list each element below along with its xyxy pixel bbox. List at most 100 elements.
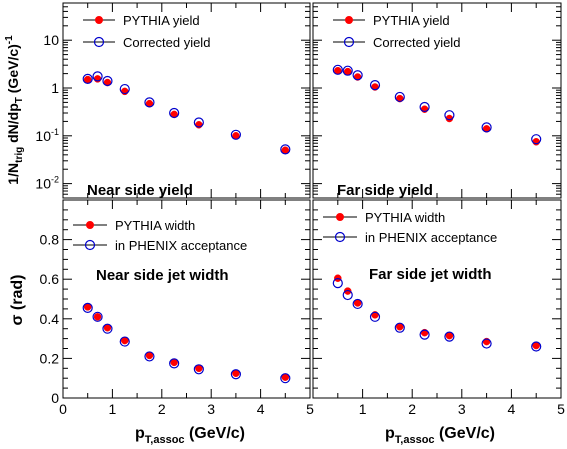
legend-marker-corrected: [93, 36, 105, 48]
legend-marker-corrected: [343, 36, 355, 48]
legend-marker-corrected: [334, 231, 346, 243]
y-tick-label: 10: [43, 32, 59, 48]
marker-corrected: [280, 144, 291, 155]
x-axis-title-left: pT,assoc (GeV/c): [135, 425, 245, 446]
marker-corrected: [352, 298, 363, 310]
y-title-top-sub1: trig: [14, 147, 25, 163]
x-tick-label: 5: [557, 401, 565, 417]
marker-corrected: [369, 311, 381, 322]
x-title-left-unit: (GeV/c): [185, 425, 245, 442]
panel-top-right: PYTHIA yield Corrected yield Far side yiel…: [312, 2, 562, 199]
y-tick-label-base: 10: [35, 176, 51, 192]
panel-bottom-left: 0 0.2 0.4 0.6 0.8 0 1 2 3 4 5 PYTHIA width in PHENIX…: [40, 199, 314, 417]
y-tick-label-base: 10: [43, 32, 59, 48]
marker-corrected: [332, 64, 343, 75]
marker-corrected: [230, 129, 241, 140]
marker-corrected: [102, 75, 113, 87]
legend-label: PYTHIA yield: [123, 13, 200, 28]
legend-label: in PHENIX acceptance: [115, 238, 247, 253]
panel-frame: [62, 2, 311, 199]
marker-corrected: [119, 336, 130, 347]
y-title-top-sub2: T: [14, 97, 25, 103]
marker-corrected: [169, 358, 180, 369]
y-title-top-sup: -1: [4, 35, 15, 44]
marker-corrected: [193, 364, 204, 375]
marker-corrected: [352, 70, 363, 81]
marker-corrected: [280, 373, 291, 384]
x-title-right-sub: T,assoc: [395, 434, 435, 446]
panel-bottom-right: 1 2 3 4 5 PYTHIA width in PHENIX acceptance Far…: [312, 199, 565, 417]
x-title-right-unit: (GeV/c): [435, 425, 495, 442]
x-title-left-main: p: [135, 425, 145, 442]
y-tick-label: 10-1: [35, 127, 59, 144]
panel-annotation: Near side yield: [87, 182, 193, 199]
marker-corrected: [119, 83, 130, 95]
y-tick-label: 0.8: [40, 232, 60, 248]
marker-corrected: [531, 134, 542, 145]
marker-corrected: [394, 91, 405, 103]
marker-corrected: [419, 329, 430, 340]
y-tick-label: 0.6: [40, 271, 60, 287]
legend-label: Corrected yield: [123, 35, 210, 50]
x-tick-label: 3: [458, 401, 466, 417]
marker-pythia: [371, 83, 379, 91]
y-tick-label: 0.4: [40, 311, 60, 327]
marker-corrected: [193, 117, 204, 128]
marker-corrected: [394, 322, 405, 333]
y-title-top-unit: (GeV/c): [5, 44, 21, 97]
x-tick-label: 5: [306, 401, 314, 417]
legend-label: PYTHIA yield: [373, 13, 450, 28]
legend-marker-pythia: [345, 16, 353, 24]
panel-frame: [312, 2, 562, 199]
legend-marker-pythia: [86, 221, 94, 229]
marker-corrected: [332, 278, 343, 289]
marker-corrected: [102, 323, 113, 334]
marker-corrected: [82, 302, 93, 314]
x-tick-label: 4: [257, 401, 265, 417]
marker-corrected: [444, 331, 455, 342]
x-axis-title-right: pT,assoc (GeV/c): [385, 425, 495, 446]
marker-pythia: [353, 73, 362, 81]
marker-corrected: [419, 101, 430, 113]
legend-label: Corrected yield: [373, 35, 460, 50]
panel-annotation: Far side yield: [337, 182, 433, 199]
y-title-top-prefix: 1/N: [5, 163, 21, 185]
x-title-left-sub: T,assoc: [145, 434, 185, 446]
legend-label: in PHENIX acceptance: [365, 230, 497, 245]
x-tick-label: 1: [359, 401, 367, 417]
marker-corrected: [369, 80, 381, 91]
marker-corrected: [444, 110, 455, 121]
marker-pythia: [396, 94, 404, 103]
marker-corrected: [481, 122, 492, 133]
x-tick-label: 2: [408, 401, 416, 417]
y-tick-label: 0: [51, 390, 59, 406]
y-tick-label-exp: -1: [51, 127, 59, 137]
legend-marker-corrected: [84, 239, 96, 251]
legend-marker-pythia: [336, 213, 344, 221]
svg-text:1/Ntrig dN/dpT (GeV/c)-1: 1/Ntrig dN/dpT (GeV/c)-1: [4, 35, 25, 185]
x-tick-label: 4: [508, 401, 516, 417]
y-tick-label-exp: -2: [51, 175, 59, 185]
marker-corrected: [342, 289, 353, 301]
y-title-bottom-text: σ (rad): [9, 275, 26, 326]
x-tick-label: 3: [207, 401, 215, 417]
y-title-top-mid: dN/dp: [5, 103, 21, 147]
marker-corrected: [230, 369, 241, 380]
legend-label: PYTHIA width: [115, 218, 195, 233]
marker-corrected: [144, 351, 155, 362]
x-title-right-main: p: [385, 425, 395, 442]
legend-marker-pythia: [95, 16, 103, 24]
y-tick-label: 0.2: [40, 350, 60, 366]
marker-corrected: [342, 65, 353, 76]
marker-corrected: [92, 311, 103, 322]
marker-pythia: [93, 313, 102, 321]
x-tick-label: 0: [59, 401, 67, 417]
y-tick-label: 1: [51, 80, 59, 96]
marker-corrected: [92, 71, 103, 82]
marker-corrected: [531, 341, 542, 352]
y-tick-label-base: 1: [51, 80, 59, 96]
x-tick-label: 2: [158, 401, 166, 417]
marker-corrected: [82, 73, 93, 85]
